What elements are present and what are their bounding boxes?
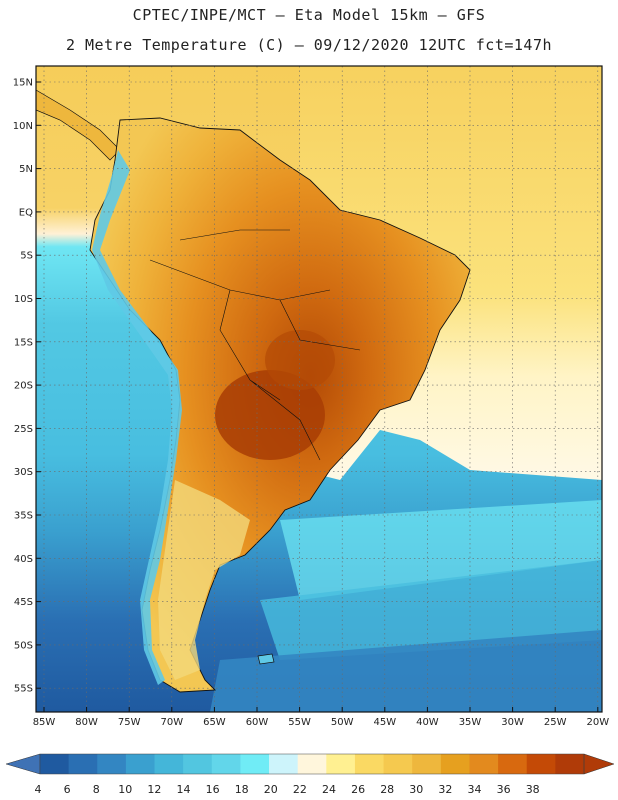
lat-label: 50S	[14, 640, 33, 651]
hot-core-central	[265, 330, 335, 390]
colorbar-label: 38	[526, 783, 540, 796]
colorbar-segment	[498, 754, 528, 774]
lat-label: 45S	[14, 597, 33, 608]
lon-label: 55W	[288, 717, 311, 728]
lon-label: 40W	[416, 717, 439, 728]
atlantic-cold-band	[260, 560, 602, 660]
colorbar: 4 6 8 10 12 14 16 18 20 22 24 26 28 30 32 34 36 38	[5, 753, 615, 796]
lat-label: 35S	[14, 511, 33, 522]
colorbar-label: 16	[206, 783, 220, 796]
colorbar-segment	[240, 754, 270, 774]
map-area	[36, 66, 602, 712]
country-borders	[149, 229, 361, 461]
far-south-band	[210, 630, 602, 712]
falkland-islands	[257, 653, 275, 665]
colorbar-low-arrow	[5, 753, 41, 775]
colorbar-segment	[125, 754, 155, 774]
colorbar-segment	[469, 754, 499, 774]
lat-label: 40S	[14, 554, 33, 565]
colorbar-label: 30	[409, 783, 423, 796]
colorbar-high-arrow	[583, 753, 615, 775]
colorbar-segment	[383, 754, 413, 774]
colorbar-segment	[40, 754, 70, 774]
lon-label: 75W	[118, 717, 141, 728]
colorbar-segment	[326, 754, 356, 774]
hot-core-south	[215, 370, 325, 460]
colorbar-segment	[354, 754, 384, 774]
colorbar-label: 8	[93, 783, 100, 796]
lon-label: 80W	[75, 717, 98, 728]
lat-label: 10S	[14, 294, 33, 305]
colorbar-label: 20	[264, 783, 278, 796]
lon-label: 25W	[544, 717, 567, 728]
lat-label: 20S	[14, 381, 33, 392]
lat-label: 10N	[13, 121, 33, 132]
colorbar-label: 32	[438, 783, 452, 796]
colorbar-outline	[39, 753, 585, 775]
lat-label: 25S	[14, 424, 33, 435]
chart-title: CPTEC/INPE/MCT – Eta Model 15km – GFS	[132, 6, 486, 24]
colorbar-label: 28	[380, 783, 394, 796]
colorbar-label: 24	[322, 783, 336, 796]
longitude-axis: 85W 80W 75W 70W 65W 60W 55W 50W 45W 40W 35W 30W 25W 2…	[33, 707, 609, 728]
lon-label: 50W	[331, 717, 354, 728]
lon-label: 65W	[203, 717, 226, 728]
colorbar-segment	[68, 754, 98, 774]
map-frame	[35, 65, 603, 713]
lon-label: 70W	[160, 717, 183, 728]
colorbar-segment	[555, 754, 585, 774]
patagonia-region	[158, 480, 250, 680]
colorbar-label: 4	[35, 783, 42, 796]
colorbar-segment	[269, 754, 299, 774]
lon-label: 30W	[501, 717, 524, 728]
atlantic-cool-band	[280, 500, 602, 600]
andes-cold-strip	[92, 150, 182, 685]
colorbar-segment	[97, 754, 127, 774]
colorbar-segment	[297, 754, 327, 774]
colorbar-segment	[211, 754, 241, 774]
lon-label: 45W	[373, 717, 396, 728]
colorbar-segment	[154, 754, 184, 774]
colorbar-segment	[440, 754, 470, 774]
lat-label: 15S	[14, 337, 33, 348]
colorbar-label: 34	[468, 783, 482, 796]
lon-label: 20W	[586, 717, 609, 728]
lat-label: 5N	[19, 164, 33, 175]
chart-subtitle: 2 Metre Temperature (C) – 09/12/2020 12U…	[65, 36, 553, 54]
colorbar-label: 36	[497, 783, 511, 796]
colorbar-label: 22	[293, 783, 307, 796]
lat-label: 55S	[14, 684, 33, 695]
latitude-axis: 15N 10N 5N EQ 5S 10S 15S 20S 25S 30S 35S 40S 45S 50S 5…	[13, 78, 41, 695]
lon-label: 35W	[459, 717, 482, 728]
colorbar-label: 12	[147, 783, 161, 796]
colorbar-segment	[183, 754, 213, 774]
lat-label: 15N	[13, 78, 33, 89]
colorbar-segment	[412, 754, 442, 774]
colorbar-label: 14	[177, 783, 191, 796]
lon-label: 85W	[33, 717, 56, 728]
lat-label: EQ	[19, 207, 33, 218]
lon-label: 60W	[246, 717, 269, 728]
colorbar-label: 18	[235, 783, 249, 796]
lat-label: 5S	[20, 251, 33, 262]
colorbar-label: 26	[351, 783, 365, 796]
colorbar-segment	[526, 754, 556, 774]
colorbar-label: 6	[64, 783, 71, 796]
colorbar-label: 10	[118, 783, 132, 796]
lat-label: 30S	[14, 467, 33, 478]
